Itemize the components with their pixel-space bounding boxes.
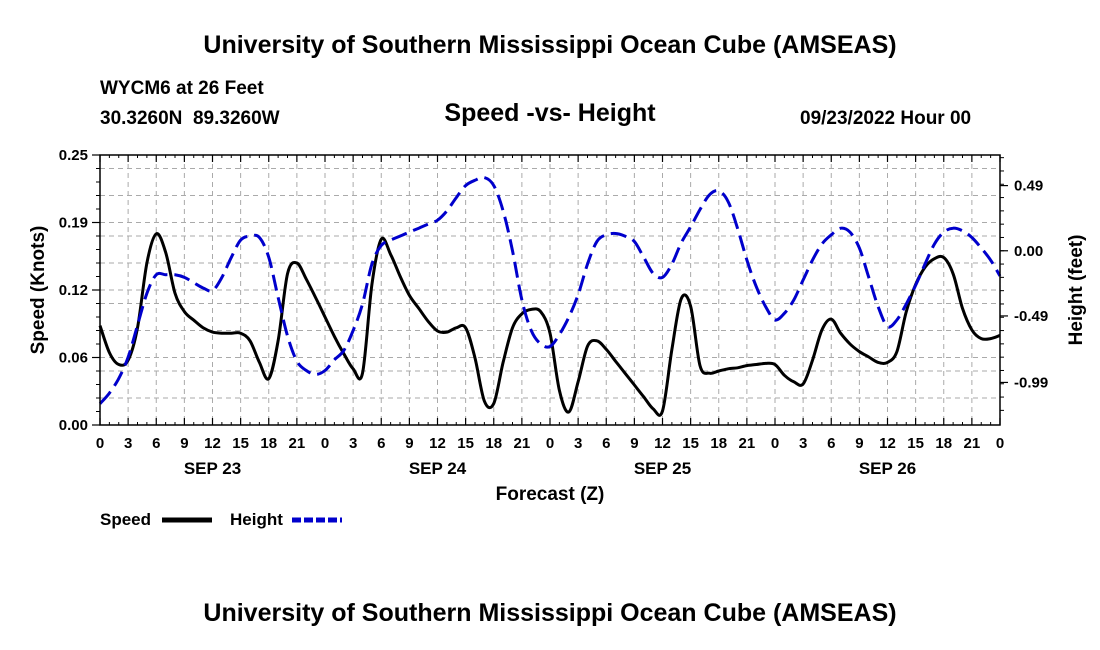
x-tick-label: 21 [289, 435, 306, 452]
x-tick-label: 12 [654, 435, 671, 452]
x-tick-label: 6 [377, 435, 385, 452]
day-label: SEP 24 [409, 459, 467, 478]
x-tick-label: 15 [682, 435, 699, 452]
x-tick-label: 21 [739, 435, 756, 452]
legend-label-speed: Speed [100, 510, 151, 529]
x-tick-label: 9 [855, 435, 863, 452]
x-tick-label: 3 [574, 435, 582, 452]
x-tick-label: 3 [124, 435, 132, 452]
day-label: SEP 26 [859, 459, 916, 478]
x-tick-label: 15 [907, 435, 924, 452]
y-tick-label: 0.00 [59, 417, 88, 434]
x-tick-label: 3 [799, 435, 807, 452]
legend: Speed Height [100, 510, 342, 529]
plot-series [98, 175, 1002, 417]
x-tick-label: 0 [96, 435, 104, 452]
station-coordinates: 30.3260N 89.3260W [100, 108, 280, 129]
y-axis-title: Speed (Knots) [28, 226, 49, 355]
x-tick-label: 6 [152, 435, 160, 452]
y2-tick-label: 0.00 [1014, 243, 1043, 260]
repeat-title: University of Southern Mississippi Ocean… [203, 599, 897, 627]
y-tick-label: 0.25 [59, 147, 88, 164]
speed-series-line [98, 232, 1001, 417]
x-tick-label: 12 [204, 435, 221, 452]
x-tick-label: 0 [546, 435, 554, 452]
x-axis-title: Forecast (Z) [496, 484, 605, 505]
forecast-datetime: 09/23/2022 Hour 00 [800, 108, 972, 129]
x-tick-label: 21 [514, 435, 531, 452]
y-tick-label: 0.19 [59, 215, 88, 232]
x-tick-label: 6 [827, 435, 835, 452]
x-tick-label: 15 [457, 435, 474, 452]
y2-tick-label: 0.49 [1014, 178, 1043, 195]
x-tick-label: 18 [260, 435, 277, 452]
x-tick-label: 15 [232, 435, 249, 452]
x-tick-label: 6 [602, 435, 610, 452]
x-tick-label: 9 [405, 435, 413, 452]
height-series-line [98, 175, 1002, 405]
x-tick-label: 21 [964, 435, 981, 452]
y2-tick-label: -0.49 [1014, 308, 1048, 325]
x-tick-label: 0 [996, 435, 1004, 452]
legend-label-height: Height [230, 510, 283, 529]
x-tick-label: 3 [349, 435, 357, 452]
main-title: University of Southern Mississippi Ocean… [203, 31, 897, 59]
y2-axis-title: Height (feet) [1066, 235, 1087, 346]
x-tick-label: 9 [180, 435, 188, 452]
x-tick-label: 12 [429, 435, 446, 452]
y-tick-label: 0.06 [59, 350, 88, 367]
x-tick-label: 18 [710, 435, 727, 452]
chart-title: Speed -vs- Height [444, 99, 656, 127]
y2-tick-label: -0.99 [1014, 374, 1048, 391]
axis-labels: Forecast (Z) Speed (Knots) Height (feet) [28, 226, 1087, 505]
station-label: WYCM6 at 26 Feet [100, 78, 264, 99]
y-tick-label: 0.12 [59, 282, 88, 299]
grid [100, 155, 1000, 425]
axis-ticks: 0 3 6 9 12 15 18 21 0 3 6 9 12 15 18 21 0 3 6 9 12 15 18 21 0 3 6 9… [59, 147, 1048, 478]
x-tick-label: 9 [630, 435, 638, 452]
x-tick-label: 18 [935, 435, 952, 452]
x-tick-label: 18 [485, 435, 502, 452]
day-label: SEP 23 [184, 459, 241, 478]
x-tick-label: 12 [879, 435, 896, 452]
x-tick-label: 0 [321, 435, 329, 452]
x-tick-label: 0 [771, 435, 779, 452]
day-label: SEP 25 [634, 459, 691, 478]
